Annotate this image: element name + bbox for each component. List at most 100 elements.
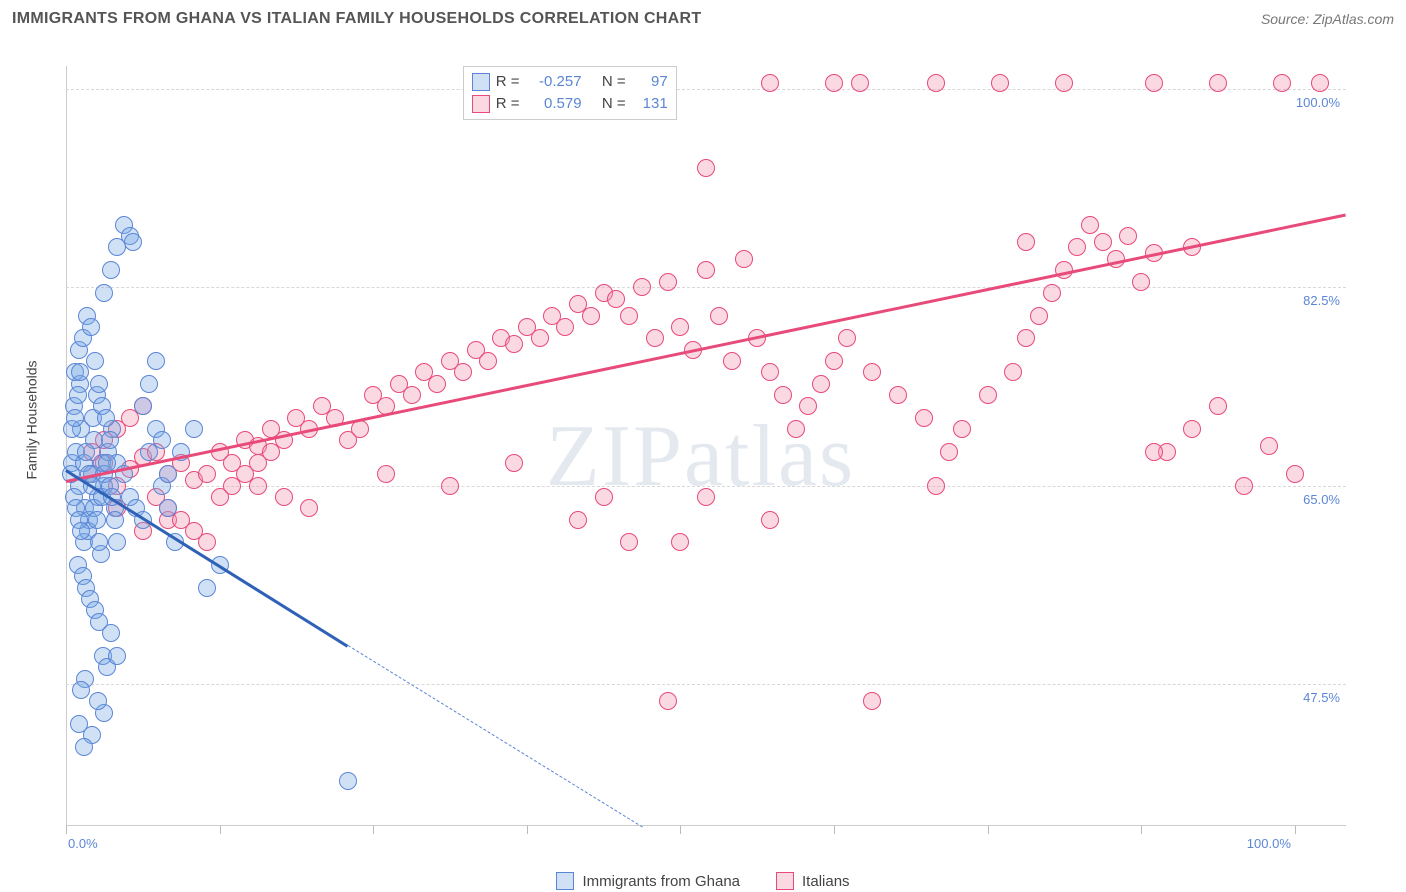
swatch-ghana	[556, 872, 574, 890]
r-label: R =	[496, 93, 520, 115]
data-point	[300, 499, 318, 517]
data-point	[620, 533, 638, 551]
x-axis-line	[66, 825, 1346, 826]
data-point	[863, 363, 881, 381]
data-point	[556, 318, 574, 336]
trend-line	[347, 645, 642, 827]
x-tick	[988, 826, 989, 834]
data-point	[198, 579, 216, 597]
data-point	[659, 273, 677, 291]
data-point	[428, 375, 446, 393]
data-point	[95, 284, 113, 302]
data-point	[863, 692, 881, 710]
n-label: N =	[602, 93, 626, 115]
data-point	[761, 511, 779, 529]
data-point	[66, 409, 84, 427]
data-point	[582, 307, 600, 325]
data-point	[646, 329, 664, 347]
data-point	[633, 278, 651, 296]
data-point	[403, 386, 421, 404]
data-point	[889, 386, 907, 404]
data-point	[134, 397, 152, 415]
data-point	[953, 420, 971, 438]
y-axis-line	[66, 66, 67, 826]
data-point	[659, 692, 677, 710]
data-point	[671, 533, 689, 551]
data-point	[825, 352, 843, 370]
chart-title: IMMIGRANTS FROM GHANA VS ITALIAN FAMILY …	[12, 10, 701, 28]
data-point	[595, 488, 613, 506]
data-point	[77, 443, 95, 461]
correlation-legend: R = -0.257 N = 97R =0.579 N =131	[463, 66, 677, 120]
data-point	[185, 420, 203, 438]
data-point	[140, 375, 158, 393]
x-tick	[527, 826, 528, 834]
data-point	[979, 386, 997, 404]
data-point	[1043, 284, 1061, 302]
data-point	[723, 352, 741, 370]
data-point	[351, 420, 369, 438]
x-tick	[1295, 826, 1296, 834]
data-point	[607, 290, 625, 308]
x-tick-label: 0.0%	[68, 836, 98, 851]
data-point	[1132, 273, 1150, 291]
data-point	[90, 375, 108, 393]
data-point	[620, 307, 638, 325]
data-point	[262, 443, 280, 461]
data-point	[88, 511, 106, 529]
data-point	[1055, 74, 1073, 92]
data-point	[70, 715, 88, 733]
data-point	[198, 533, 216, 551]
x-tick	[834, 826, 835, 834]
data-point	[89, 692, 107, 710]
data-point	[787, 420, 805, 438]
legend-item-italians: Italians	[776, 872, 850, 890]
data-point	[1094, 233, 1112, 251]
y-tick-label: 82.5%	[1303, 293, 1340, 308]
bottom-legend: Immigrants from Ghana Italians	[0, 872, 1406, 890]
data-point	[1209, 397, 1227, 415]
data-point	[124, 233, 142, 251]
chart-container: ZIPatlas 47.5%65.0%82.5%100.0%0.0%100.0%…	[38, 48, 1348, 828]
data-point	[710, 307, 728, 325]
data-point	[927, 74, 945, 92]
legend-row: R =0.579 N =131	[472, 93, 668, 115]
data-point	[147, 352, 165, 370]
data-point	[106, 511, 124, 529]
data-point	[97, 409, 115, 427]
data-point	[1286, 465, 1304, 483]
data-point	[1273, 74, 1291, 92]
r-label: R =	[496, 71, 520, 93]
x-tick-label: 100.0%	[1247, 836, 1291, 851]
data-point	[90, 533, 108, 551]
data-point	[1068, 238, 1086, 256]
data-point	[72, 522, 90, 540]
data-point	[851, 74, 869, 92]
data-point	[1017, 233, 1035, 251]
n-value: 97	[632, 71, 668, 93]
data-point	[339, 772, 357, 790]
data-point	[441, 477, 459, 495]
x-tick	[220, 826, 221, 834]
grid-line	[66, 287, 1346, 288]
data-point	[761, 363, 779, 381]
data-point	[1311, 74, 1329, 92]
data-point	[198, 465, 216, 483]
data-point	[71, 363, 89, 381]
data-point	[761, 74, 779, 92]
data-point	[825, 74, 843, 92]
data-point	[505, 454, 523, 472]
data-point	[86, 352, 104, 370]
legend-item-ghana: Immigrants from Ghana	[556, 872, 740, 890]
data-point	[505, 335, 523, 353]
data-point	[697, 488, 715, 506]
data-point	[102, 261, 120, 279]
data-point	[940, 443, 958, 461]
data-point	[159, 499, 177, 517]
y-tick-label: 47.5%	[1303, 690, 1340, 705]
legend-label-ghana: Immigrants from Ghana	[582, 873, 740, 890]
r-value: -0.257	[526, 71, 582, 93]
source-label: Source: ZipAtlas.com	[1261, 11, 1394, 27]
legend-swatch	[472, 95, 490, 113]
data-point	[1145, 443, 1163, 461]
